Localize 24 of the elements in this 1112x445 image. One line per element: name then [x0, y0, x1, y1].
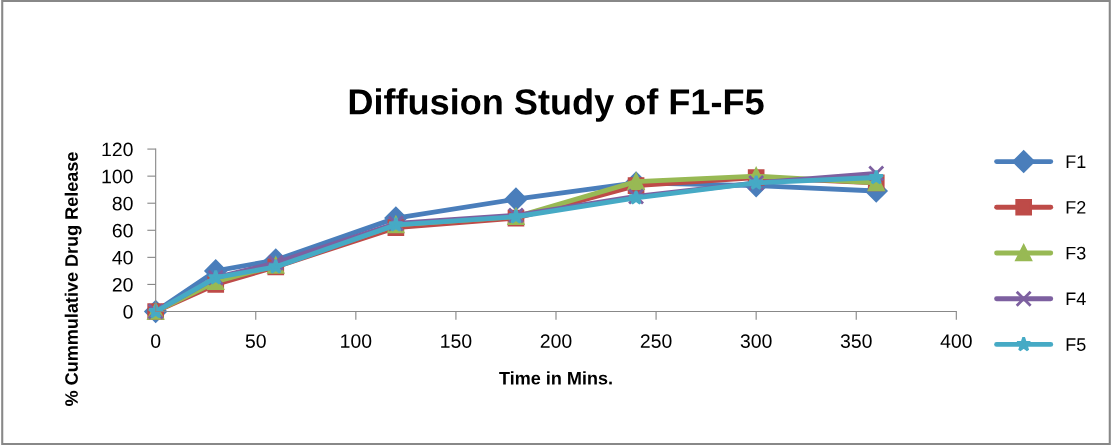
y-tick-label: 0: [123, 304, 133, 319]
y-tick-label: 120: [102, 142, 133, 157]
x-tick-label: 50: [245, 334, 266, 348]
chart-title: Diffusion Study of F1-F5: [349, 88, 764, 122]
y-tick-label: 60: [112, 223, 133, 238]
y-tick-label: 40: [112, 250, 133, 265]
x-tick-label: 350: [840, 334, 872, 348]
x-tick-label: 400: [940, 334, 972, 348]
x-axis-title: Time in Mins.: [499, 371, 612, 385]
x-tick-label: 200: [540, 334, 572, 348]
legend-label: F4: [1066, 292, 1086, 306]
legend-label: F3: [1066, 246, 1086, 260]
y-tick-label: 100: [102, 169, 133, 184]
legend-label: F1: [1066, 155, 1086, 168]
x-tick-label: 150: [441, 334, 472, 348]
x-tick-label: 0: [151, 334, 161, 348]
x-tick-label: 250: [640, 334, 672, 348]
legend-label: F2: [1066, 200, 1086, 214]
x-tick-label: 100: [341, 334, 372, 348]
y-tick-label: 80: [112, 196, 133, 211]
x-tick-label: 300: [740, 334, 772, 348]
legend-label: F5: [1066, 338, 1086, 351]
y-axis-title: % Cummulative Drug Release: [64, 152, 82, 406]
y-tick-label: 20: [112, 277, 133, 292]
